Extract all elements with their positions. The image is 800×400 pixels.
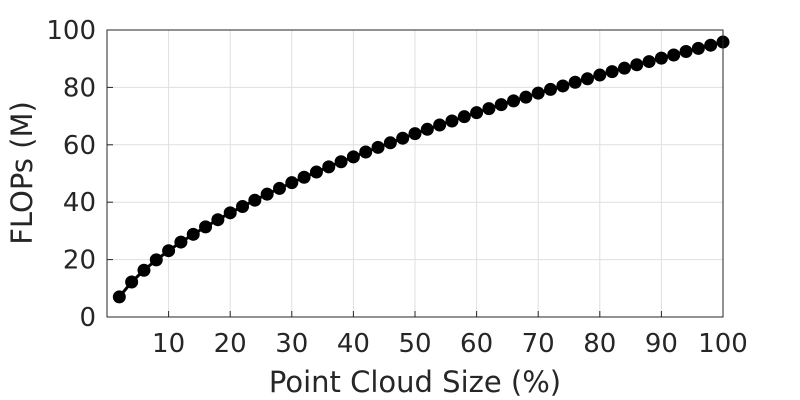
data-point bbox=[679, 45, 693, 59]
data-point bbox=[248, 193, 262, 207]
data-point bbox=[371, 140, 385, 154]
data-point bbox=[322, 160, 336, 174]
tick-labels: 10 20 30 40 50 60 70 80 90 100 0 20 40 60 80 100 bbox=[46, 16, 747, 359]
data-point bbox=[704, 38, 718, 52]
data-point bbox=[383, 136, 397, 150]
data-point bbox=[667, 48, 681, 62]
x-tick-label: 100 bbox=[698, 329, 748, 359]
data-point bbox=[494, 98, 508, 112]
data-point bbox=[149, 253, 163, 267]
data-point bbox=[346, 150, 360, 164]
data-point bbox=[642, 55, 656, 69]
x-axis-title: Point Cloud Size (%) bbox=[269, 365, 561, 399]
x-tick-label: 20 bbox=[214, 329, 247, 359]
data-point bbox=[334, 155, 348, 169]
data-point bbox=[408, 127, 422, 141]
data-point bbox=[272, 181, 286, 195]
data-point bbox=[137, 263, 151, 277]
x-tick-label: 70 bbox=[522, 329, 555, 359]
y-tick-label: 80 bbox=[63, 73, 96, 103]
data-point bbox=[654, 51, 668, 65]
data-point bbox=[199, 220, 213, 234]
data-point bbox=[433, 118, 447, 132]
data-point bbox=[568, 75, 582, 89]
y-tick-label: 100 bbox=[46, 16, 96, 46]
data-point bbox=[593, 68, 607, 82]
grid bbox=[107, 29, 724, 318]
x-tick-label: 40 bbox=[337, 329, 370, 359]
data-point bbox=[260, 187, 274, 201]
x-tick-label: 60 bbox=[460, 329, 493, 359]
data-point bbox=[112, 290, 126, 304]
data-point bbox=[396, 131, 410, 145]
data-point bbox=[309, 165, 323, 179]
data-point bbox=[420, 122, 434, 136]
data-point bbox=[519, 90, 533, 104]
data-point bbox=[285, 176, 299, 190]
data-point bbox=[531, 86, 545, 100]
x-tick-label: 80 bbox=[583, 329, 616, 359]
y-tick-label: 60 bbox=[63, 131, 96, 161]
data-point bbox=[457, 110, 471, 124]
x-tick-label: 90 bbox=[645, 329, 678, 359]
data-point bbox=[507, 94, 521, 108]
data-point bbox=[162, 244, 176, 258]
data-point bbox=[605, 65, 619, 79]
data-point bbox=[617, 61, 631, 75]
y-axis-title: FLOPs (M) bbox=[5, 101, 39, 245]
data-point bbox=[482, 102, 496, 116]
x-tick-label: 30 bbox=[275, 329, 308, 359]
data-point bbox=[544, 82, 558, 96]
x-tick-label: 10 bbox=[152, 329, 185, 359]
data-point bbox=[223, 206, 237, 220]
series-group bbox=[112, 35, 730, 304]
series-line bbox=[117, 40, 725, 299]
y-tick-label: 20 bbox=[63, 246, 96, 276]
data-point bbox=[211, 213, 225, 227]
ticks bbox=[107, 29, 724, 318]
y-tick-label: 0 bbox=[79, 303, 96, 333]
y-tick-label: 40 bbox=[63, 188, 96, 218]
data-point bbox=[174, 235, 188, 249]
x-tick-label: 50 bbox=[398, 329, 431, 359]
data-point bbox=[470, 106, 484, 120]
data-point bbox=[691, 41, 705, 55]
data-point bbox=[125, 275, 139, 289]
data-point bbox=[445, 114, 459, 128]
data-point bbox=[236, 200, 250, 213]
data-point bbox=[580, 72, 594, 86]
data-point bbox=[297, 170, 311, 184]
data-point bbox=[186, 227, 200, 241]
data-point bbox=[630, 58, 644, 72]
data-point bbox=[359, 145, 373, 159]
data-point bbox=[556, 79, 570, 93]
